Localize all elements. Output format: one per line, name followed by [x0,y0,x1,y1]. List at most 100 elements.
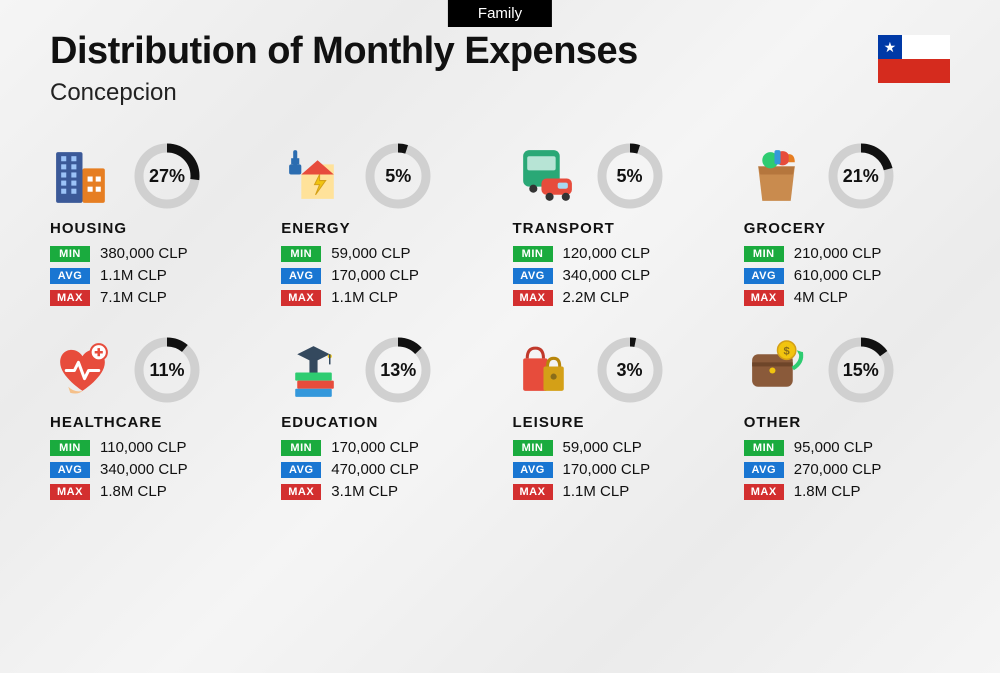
other-min-val: 95,000 CLP [794,439,873,456]
education-max-val: 3.1M CLP [331,483,398,500]
transport-min-val: 120,000 CLP [563,245,651,262]
transport-min-row: MIN 120,000 CLP [513,245,719,262]
expense-card-housing: 27% HOUSING MIN 380,000 CLP AVG 1.1M CLP… [50,142,256,311]
leisure-avg-row: AVG 170,000 CLP [513,461,719,478]
education-name: EDUCATION [281,414,487,431]
leisure-icon [513,338,578,403]
leisure-min-row: MIN 59,000 CLP [513,439,719,456]
other-donut: 15% [827,336,895,404]
expense-card-other: $ 15% OTHER MIN 95,000 CLP AVG 270,000 C… [744,336,950,505]
transport-avg-val: 340,000 CLP [563,267,651,284]
housing-donut: 27% [133,142,201,210]
energy-icon [281,144,346,209]
grocery-avg-val: 610,000 CLP [794,267,882,284]
expense-card-leisure: 3% LEISURE MIN 59,000 CLP AVG 170,000 CL… [513,336,719,505]
other-icon: $ [744,338,809,403]
min-tag: MIN [744,440,784,456]
grocery-pct: 21% [827,142,895,210]
leisure-max-row: MAX 1.1M CLP [513,483,719,500]
healthcare-min-val: 110,000 CLP [100,439,186,456]
max-tag: MAX [281,290,321,306]
energy-max-val: 1.1M CLP [331,289,398,306]
leisure-max-val: 1.1M CLP [563,483,630,500]
other-pct: 15% [827,336,895,404]
min-tag: MIN [281,440,321,456]
education-min-val: 170,000 CLP [331,439,419,456]
expense-card-energy: 5% ENERGY MIN 59,000 CLP AVG 170,000 CLP… [281,142,487,311]
other-name: OTHER [744,414,950,431]
svg-text:$: $ [783,345,790,357]
grocery-max-val: 4M CLP [794,289,848,306]
grocery-min-val: 210,000 CLP [794,245,882,262]
healthcare-name: HEALTHCARE [50,414,256,431]
healthcare-avg-val: 340,000 CLP [100,461,188,478]
expense-card-grocery: 21% GROCERY MIN 210,000 CLP AVG 610,000 … [744,142,950,311]
grocery-avg-row: AVG 610,000 CLP [744,267,950,284]
max-tag: MAX [513,290,553,306]
avg-tag: AVG [50,462,90,478]
leisure-pct: 3% [596,336,664,404]
transport-name: TRANSPORT [513,220,719,237]
transport-icon [513,144,578,209]
housing-name: HOUSING [50,220,256,237]
avg-tag: AVG [513,462,553,478]
energy-avg-val: 170,000 CLP [331,267,419,284]
expense-card-education: 13% EDUCATION MIN 170,000 CLP AVG 470,00… [281,336,487,505]
energy-avg-row: AVG 170,000 CLP [281,267,487,284]
min-tag: MIN [50,440,90,456]
avg-tag: AVG [513,268,553,284]
min-tag: MIN [744,246,784,262]
housing-min-row: MIN 380,000 CLP [50,245,256,262]
housing-avg-row: AVG 1.1M CLP [50,267,256,284]
education-avg-row: AVG 470,000 CLP [281,461,487,478]
transport-max-val: 2.2M CLP [563,289,630,306]
max-tag: MAX [50,484,90,500]
energy-min-row: MIN 59,000 CLP [281,245,487,262]
min-tag: MIN [513,440,553,456]
healthcare-max-val: 1.8M CLP [100,483,167,500]
max-tag: MAX [744,290,784,306]
grocery-donut: 21% [827,142,895,210]
education-icon [281,338,346,403]
healthcare-icon [50,338,115,403]
grocery-icon [744,144,809,209]
grocery-min-row: MIN 210,000 CLP [744,245,950,262]
energy-donut: 5% [364,142,432,210]
avg-tag: AVG [281,462,321,478]
min-tag: MIN [50,246,90,262]
other-max-row: MAX 1.8M CLP [744,483,950,500]
page-subtitle: Concepcion [50,79,950,107]
expense-grid: 27% HOUSING MIN 380,000 CLP AVG 1.1M CLP… [0,117,1000,535]
leisure-name: LEISURE [513,414,719,431]
healthcare-min-row: MIN 110,000 CLP [50,439,256,456]
max-tag: MAX [513,484,553,500]
housing-avg-val: 1.1M CLP [100,267,167,284]
avg-tag: AVG [281,268,321,284]
transport-donut: 5% [596,142,664,210]
other-max-val: 1.8M CLP [794,483,861,500]
page-title: Distribution of Monthly Expenses [50,30,950,73]
leisure-avg-val: 170,000 CLP [563,461,651,478]
energy-pct: 5% [364,142,432,210]
leisure-min-val: 59,000 CLP [563,439,642,456]
housing-max-row: MAX 7.1M CLP [50,289,256,306]
housing-min-val: 380,000 CLP [100,245,188,262]
housing-pct: 27% [133,142,201,210]
healthcare-pct: 11% [133,336,201,404]
energy-max-row: MAX 1.1M CLP [281,289,487,306]
max-tag: MAX [50,290,90,306]
grocery-name: GROCERY [744,220,950,237]
energy-name: ENERGY [281,220,487,237]
education-min-row: MIN 170,000 CLP [281,439,487,456]
expense-card-healthcare: 11% HEALTHCARE MIN 110,000 CLP AVG 340,0… [50,336,256,505]
min-tag: MIN [281,246,321,262]
grocery-max-row: MAX 4M CLP [744,289,950,306]
housing-max-val: 7.1M CLP [100,289,167,306]
education-donut: 13% [364,336,432,404]
other-min-row: MIN 95,000 CLP [744,439,950,456]
transport-pct: 5% [596,142,664,210]
max-tag: MAX [281,484,321,500]
transport-max-row: MAX 2.2M CLP [513,289,719,306]
avg-tag: AVG [744,268,784,284]
min-tag: MIN [513,246,553,262]
